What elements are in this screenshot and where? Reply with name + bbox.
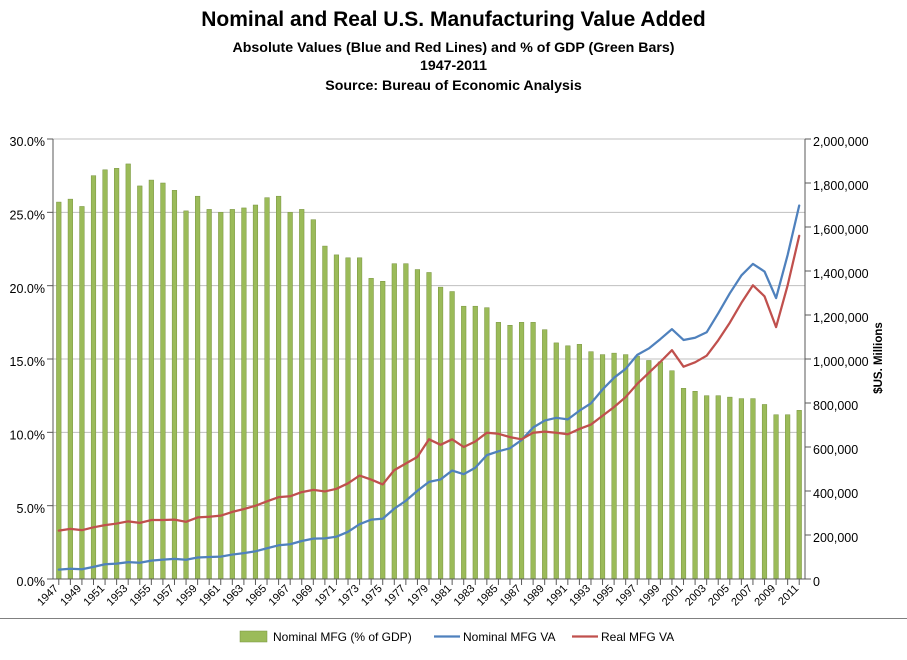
svg-text:Nominal MFG (% of GDP): Nominal MFG (% of GDP) [273, 630, 412, 644]
svg-text:Nominal MFG VA: Nominal MFG VA [463, 630, 555, 644]
svg-text:Real MFG VA: Real MFG VA [601, 630, 674, 644]
